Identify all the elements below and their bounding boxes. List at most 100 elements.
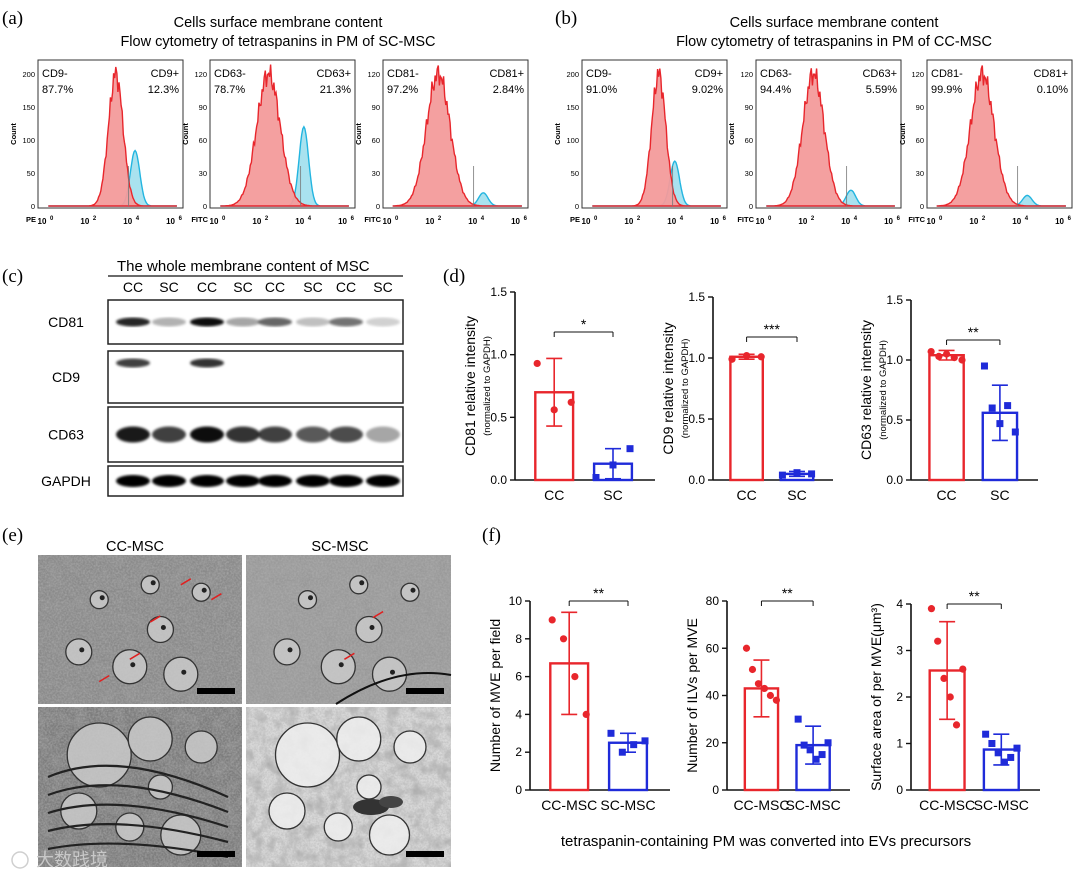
- lane-label: CC: [336, 279, 356, 295]
- flow-ytick-label: 50: [27, 169, 35, 178]
- scale-bar: [197, 688, 235, 694]
- flow-positive-percent: 5.59%: [866, 84, 897, 96]
- y-tick-label: 10: [509, 594, 523, 608]
- flow-ytick-label: 30: [745, 169, 753, 178]
- lane-label: CC: [265, 279, 285, 295]
- data-point: [550, 406, 558, 414]
- blot-band: [366, 317, 400, 327]
- x-tick-label: CC: [936, 487, 956, 503]
- flow-xtick-label: 10: [166, 217, 175, 226]
- y-tick-label: 1: [896, 737, 903, 751]
- data-point: [592, 473, 600, 481]
- y-tick-label: 0: [515, 783, 522, 797]
- flow-xtick-label: 10: [841, 217, 850, 226]
- blot-band: [226, 426, 260, 443]
- flow-xtick-label: 10: [1012, 217, 1021, 226]
- bar-chart-6: 0 1 2 3 4 Surface area of per MVE(μm³) CC-MSCS…: [868, 588, 1040, 813]
- x-tick-label: SC-MSC: [974, 797, 1029, 813]
- data-point: [980, 362, 988, 370]
- vesicle: [66, 722, 132, 788]
- y-tick-label: 4: [896, 597, 903, 611]
- flow-negative-histogram: [766, 68, 895, 207]
- y-tick-label: 0.0: [688, 473, 705, 487]
- flow-channel-label: FITC: [737, 215, 754, 224]
- blot-band: [296, 317, 330, 327]
- bar-cc: [928, 354, 965, 482]
- vesicle: [146, 615, 175, 644]
- flow-ytick-label: 50: [571, 169, 579, 178]
- vesicle: [320, 649, 356, 685]
- data-point: [757, 353, 765, 361]
- blot-band: [258, 317, 292, 327]
- blot-band: [226, 317, 260, 327]
- flow-xtick-label: 10: [710, 217, 719, 226]
- flow-xtick-label: 10: [927, 217, 936, 226]
- y-tick-label: 1.5: [688, 290, 705, 304]
- data-point: [935, 352, 943, 360]
- bar-cc: [534, 391, 575, 482]
- y-tick-label: 6: [515, 670, 522, 684]
- flow-negative-histogram: [592, 68, 721, 207]
- membrane-curve: [335, 672, 452, 705]
- data-point: [824, 739, 832, 747]
- flow-ytick-label: 90: [745, 103, 753, 112]
- lane-label: SC: [373, 279, 392, 295]
- protein-label: CD63: [48, 427, 84, 443]
- vesicle: [400, 582, 420, 602]
- x-tick-label: CC-MSC: [541, 797, 597, 813]
- flow-xtick-exponent: 4: [136, 216, 140, 222]
- flow-ytick-label: 60: [199, 136, 207, 145]
- flow-positive-label: CD9+: [695, 68, 723, 80]
- flow-ytick-label: 0: [203, 202, 207, 211]
- flow-negative-percent: 97.2%: [387, 84, 418, 96]
- significance-marker: **: [968, 324, 979, 340]
- data-point: [760, 684, 769, 693]
- data-point: [772, 696, 780, 704]
- y-axis-sublabel: (normalized to GAPDH): [482, 336, 493, 436]
- y-tick-label: 0.5: [490, 410, 507, 424]
- y-tick-label: 4: [515, 707, 522, 721]
- data-point: [988, 404, 996, 412]
- y-axis-label: CD9 relative intensity: [660, 322, 676, 454]
- data-point: [609, 461, 617, 469]
- vesicle: [112, 649, 148, 685]
- protein-label: CD9: [52, 369, 80, 385]
- flow-xtick-exponent: 4: [1025, 216, 1029, 222]
- flow-negative-percent: 91.0%: [586, 84, 617, 96]
- x-tick-label: SC-MSC: [785, 797, 840, 813]
- flow-positive-label: CD81+: [1033, 68, 1068, 80]
- flow-positive-percent: 21.3%: [320, 84, 351, 96]
- data-point: [748, 665, 757, 674]
- western-blot: CC SC CC SC CC SC CC SC CD81 CD9 CD63 GAPDH: [41, 279, 404, 497]
- y-axis-label: CD63 relative intensity: [858, 320, 874, 460]
- em-image-3: [38, 707, 242, 867]
- y-tick-label: 3: [896, 644, 903, 658]
- data-point: [548, 616, 556, 624]
- flow-negative-label: CD81-: [387, 68, 419, 80]
- blot-band: [190, 426, 224, 443]
- significance-marker: **: [782, 585, 793, 601]
- flow-positive-label: CD63+: [862, 68, 897, 80]
- mitochondrion: [379, 796, 403, 808]
- bar-chart-1: 0.0 0.5 1.0 1.5 CD81 relative intensity (norm…: [462, 285, 655, 503]
- panel-label-f: (f): [482, 525, 501, 546]
- scale-bar: [406, 851, 444, 857]
- x-tick-label: SC: [603, 487, 622, 503]
- flow-xtick-exponent: 6: [524, 216, 528, 222]
- x-tick-label: SC: [990, 487, 1009, 503]
- vesicle: [65, 638, 93, 666]
- flow-xtick-label: 10: [667, 217, 676, 226]
- flow-positive-percent: 2.84%: [493, 84, 524, 96]
- flow-frame: [755, 59, 902, 209]
- y-axis-label: Number of MVE per field: [487, 619, 503, 772]
- blot-band: [190, 317, 224, 327]
- flow-positive-percent: 9.02%: [692, 84, 723, 96]
- data-point: [743, 351, 751, 360]
- data-point: [946, 693, 954, 701]
- flow-positive-percent: 0.10%: [1037, 84, 1068, 96]
- vesicle: [393, 730, 427, 764]
- flow-xtick-label: 10: [756, 217, 765, 226]
- flow-xtick-exponent: 6: [351, 216, 355, 222]
